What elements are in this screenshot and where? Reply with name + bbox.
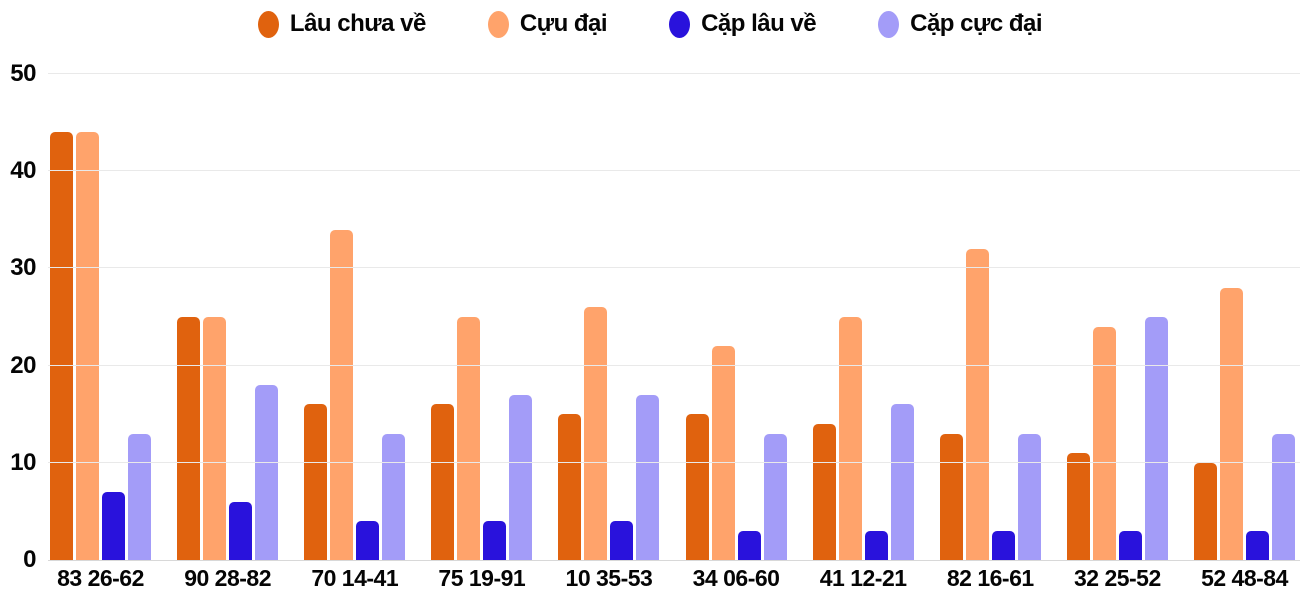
- x-axis-category-label: 75 19-91: [438, 565, 526, 591]
- bar-cựu-đại[interactable]: [711, 346, 735, 560]
- x-axis-category-label: 52 48-84: [1201, 565, 1288, 591]
- bar-group: 70 14-41: [304, 229, 406, 591]
- legend-marker-icon: [669, 10, 691, 38]
- legend-label: Cặp lâu về: [701, 10, 817, 37]
- plot-area: 83 26-62 90 28-82 70 14-41 75 19-91 10 35-53…: [10, 60, 1300, 591]
- legend-marker-icon: [878, 10, 900, 38]
- bar-cặp-lâu-về[interactable]: [356, 521, 380, 560]
- bar-cặp-cực-đại[interactable]: [763, 433, 787, 560]
- gridline-10: [48, 461, 1300, 463]
- legend: Lâu chưa về Cựu đại Cặp lâu về Cặp cực đại: [0, 6, 1300, 42]
- x-axis-category-label: 70 14-41: [311, 565, 399, 591]
- legend-label: Cặp cực đại: [910, 10, 1043, 37]
- gridline-0: [48, 560, 1300, 561]
- bar-lâu-chưa-về[interactable]: [1193, 462, 1217, 560]
- legend-label: Lâu chưa về: [289, 10, 426, 37]
- bar-cựu-đại[interactable]: [457, 317, 481, 560]
- legend-marker-icon: [487, 10, 509, 38]
- bar-cựu-đại[interactable]: [965, 248, 989, 560]
- bar-cặp-lâu-về[interactable]: [737, 530, 761, 560]
- bar-lâu-chưa-về[interactable]: [1066, 453, 1090, 560]
- legend-item-3[interactable]: Cặp lâu về: [669, 10, 817, 38]
- bar-lâu-chưa-về[interactable]: [177, 317, 201, 560]
- gridline-50: [48, 73, 1300, 74]
- bar-cặp-cực-đại[interactable]: [1017, 433, 1041, 560]
- x-axis-category-label: 82 16-61: [946, 565, 1034, 591]
- x-axis-category-label: 41 12-21: [819, 565, 907, 591]
- bar-lâu-chưa-về[interactable]: [939, 433, 963, 560]
- bar-group: 34 06-60: [685, 346, 787, 591]
- bar-cặp-lâu-về[interactable]: [1245, 530, 1269, 560]
- bar-lâu-chưa-về[interactable]: [685, 414, 709, 560]
- legend-marker-icon: [257, 10, 279, 38]
- bar-cựu-đại[interactable]: [76, 132, 99, 560]
- bar-lâu-chưa-về[interactable]: [50, 132, 73, 560]
- y-axis-tick-label: 40: [10, 157, 36, 185]
- x-axis-category-label: 34 06-60: [692, 565, 780, 591]
- legend-label: Cựu đại: [519, 10, 608, 37]
- bar-cặp-lâu-về[interactable]: [483, 521, 507, 560]
- x-axis-category-label: 83 26-62: [57, 565, 144, 591]
- y-axis-tick-label: 10: [10, 448, 36, 476]
- bar-cặp-cực-đại[interactable]: [255, 385, 279, 560]
- bar-cặp-lâu-về[interactable]: [864, 530, 888, 560]
- bar-group: 83 26-62: [50, 132, 151, 591]
- y-axis-tick-label: 50: [10, 60, 36, 87]
- bar-cặp-cực-đại[interactable]: [1144, 317, 1168, 560]
- legend-item-1[interactable]: Lâu chưa về: [257, 10, 426, 38]
- bar-cặp-cực-đại[interactable]: [890, 404, 914, 560]
- x-axis-category-label: 10 35-53: [565, 565, 653, 591]
- bar-cặp-lâu-về[interactable]: [1118, 530, 1142, 560]
- bar-group: 32 25-52: [1066, 317, 1168, 591]
- y-axis-tick-label: 30: [10, 254, 36, 282]
- bar-cặp-lâu-về[interactable]: [102, 491, 125, 560]
- bar-cựu-đại[interactable]: [838, 317, 862, 560]
- legend-item-4[interactable]: Cặp cực đại: [878, 10, 1043, 38]
- bar-cặp-cực-đại[interactable]: [128, 433, 151, 560]
- bar-cựu-đại[interactable]: [584, 307, 608, 560]
- bar-lâu-chưa-về[interactable]: [812, 423, 836, 560]
- bar-group: 52 48-84: [1193, 287, 1295, 591]
- bar-group: 82 16-61: [939, 248, 1041, 591]
- bar-group: 90 28-82: [177, 317, 279, 591]
- y-axis-tick-label: 0: [23, 546, 36, 573]
- gridline-30: [48, 267, 1300, 269]
- bar-cựu-đại[interactable]: [1092, 326, 1116, 560]
- legend-item-2[interactable]: Cựu đại: [487, 10, 608, 38]
- x-axis-category-label: 90 28-82: [184, 565, 272, 591]
- bar-lâu-chưa-về[interactable]: [304, 404, 328, 560]
- bar-cặp-lâu-về[interactable]: [991, 530, 1015, 560]
- bar-cựu-đại[interactable]: [330, 229, 354, 560]
- bar-cặp-lâu-về[interactable]: [229, 501, 253, 560]
- bar-cặp-lâu-về[interactable]: [610, 521, 634, 560]
- bar-lâu-chưa-về[interactable]: [558, 414, 582, 560]
- bar-group: 75 19-91: [431, 317, 533, 591]
- bar-cặp-cực-đại[interactable]: [636, 394, 660, 560]
- bar-cặp-cực-đại[interactable]: [382, 433, 406, 560]
- bar-cựu-đại[interactable]: [1219, 287, 1243, 560]
- x-axis-category-label: 32 25-52: [1073, 565, 1161, 591]
- bar-group: 10 35-53: [558, 307, 660, 591]
- bar-cặp-cực-đại[interactable]: [509, 394, 533, 560]
- bar-lâu-chưa-về[interactable]: [431, 404, 455, 560]
- y-axis-tick-label: 20: [10, 351, 36, 379]
- gridline-20: [48, 364, 1300, 366]
- bar-cặp-cực-đại[interactable]: [1271, 433, 1295, 560]
- bar-group: 41 12-21: [812, 317, 914, 591]
- bar-cựu-đại[interactable]: [203, 317, 227, 560]
- gridline-40: [48, 170, 1300, 172]
- bar-groups: 83 26-62 90 28-82 70 14-41 75 19-91 10 35-53…: [50, 74, 1295, 591]
